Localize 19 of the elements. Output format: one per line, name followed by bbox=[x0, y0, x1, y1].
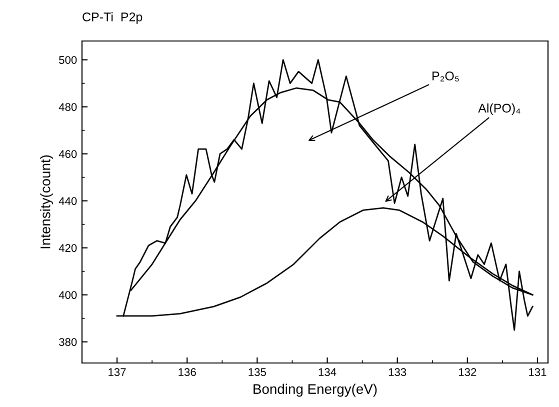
x-tick-label: 136 bbox=[178, 368, 196, 376]
x-tick-label: 135 bbox=[248, 368, 266, 376]
y-tick-label: 380 bbox=[59, 338, 77, 346]
x-tick-label: 131 bbox=[529, 368, 546, 376]
y-tick-label: 460 bbox=[58, 150, 77, 158]
chart-title: CP-Ti P2p bbox=[82, 12, 142, 24]
x-tick-label: 132 bbox=[458, 368, 476, 376]
y-tick-label: 440 bbox=[58, 197, 77, 205]
y-tick-label: 420 bbox=[58, 244, 77, 252]
x-tick-label: 134 bbox=[318, 368, 336, 376]
x-tick-label: 137 bbox=[108, 368, 126, 376]
y-axis-title: Intensity(count) bbox=[40, 155, 54, 248]
x-axis-title: Bonding Energy(eV) bbox=[254, 384, 377, 397]
y-tick-label: 500 bbox=[59, 56, 77, 64]
y-tick-label: 400 bbox=[58, 291, 77, 299]
annotation: P₂O₅ bbox=[432, 72, 459, 82]
x-tick-label: 133 bbox=[388, 368, 406, 376]
annotation: Al(PO)₄ bbox=[478, 103, 520, 116]
y-tick-label: 480 bbox=[58, 103, 77, 111]
